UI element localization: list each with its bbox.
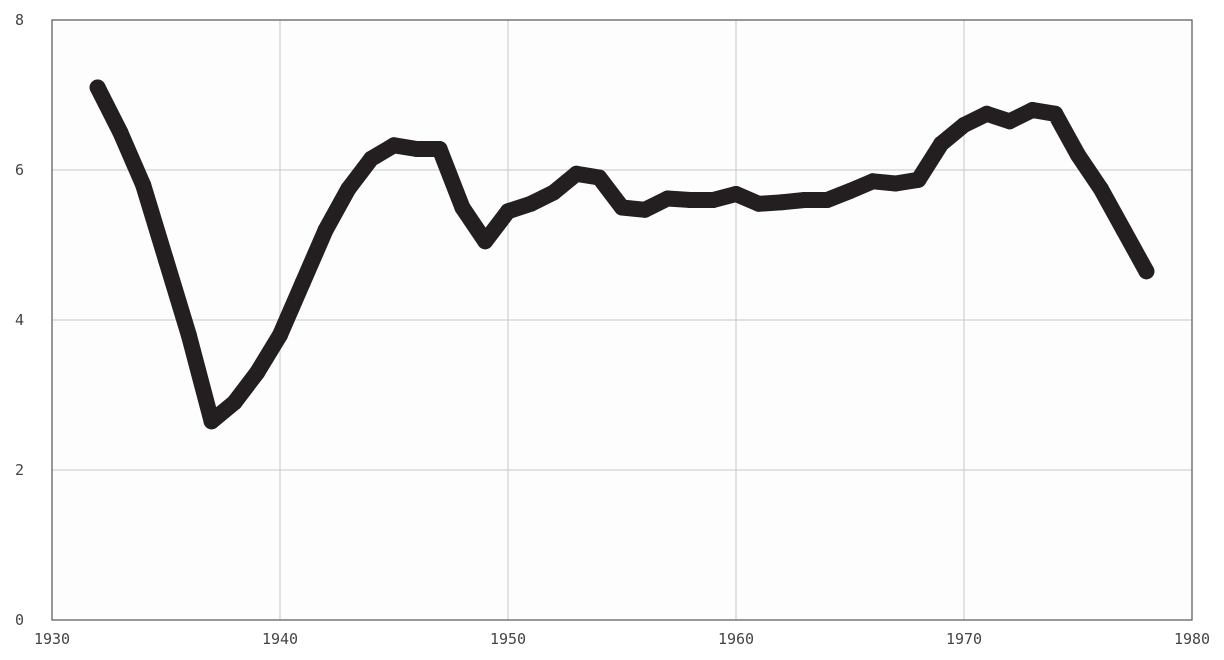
- y-tick-label: 2: [15, 461, 24, 479]
- data-point: [819, 192, 836, 208]
- data-point: [1070, 147, 1086, 163]
- x-tick-label: 1960: [718, 630, 754, 648]
- data-point: [272, 327, 288, 343]
- y-tick-label: 8: [15, 11, 24, 29]
- series-layer: [89, 79, 1155, 430]
- data-point: [158, 252, 174, 268]
- data-point: [135, 177, 152, 193]
- data-point: [408, 141, 425, 157]
- data-point: [180, 327, 197, 343]
- x-tick-label: 1940: [262, 630, 298, 648]
- x-tick-label: 1980: [1174, 630, 1210, 648]
- data-point: [249, 364, 266, 381]
- data-point: [477, 233, 494, 250]
- data-point: [796, 192, 813, 208]
- data-point: [773, 194, 790, 211]
- data-point: [933, 135, 950, 152]
- x-tick-label: 1950: [490, 630, 526, 648]
- y-tick-label: 0: [15, 611, 24, 629]
- tick-labels: 1930 1940 1950 1960 1970 1980 0 2 4 6 8: [15, 11, 1210, 648]
- data-point: [340, 180, 357, 197]
- x-tick-label: 1930: [34, 630, 70, 648]
- data-point: [887, 175, 904, 192]
- data-point: [1092, 180, 1109, 197]
- data-point: [864, 173, 881, 190]
- data-point: [682, 192, 699, 208]
- data-point: [1138, 263, 1155, 280]
- data-point: [1115, 222, 1132, 238]
- data-point: [750, 195, 767, 212]
- data-point: [705, 192, 722, 208]
- x-tick-label: 1970: [946, 630, 982, 648]
- data-point: [203, 413, 220, 430]
- data-point: [568, 165, 585, 182]
- data-point: [1047, 105, 1064, 122]
- data-point: [522, 195, 539, 212]
- data-point: [1024, 102, 1041, 118]
- data-point: [910, 171, 927, 188]
- data-point: [614, 199, 630, 216]
- y-tick-label: 6: [15, 161, 24, 179]
- data-point: [454, 199, 471, 216]
- data-point: [956, 117, 972, 133]
- data-point: [294, 274, 311, 291]
- data-point: [431, 141, 448, 157]
- data-point: [386, 137, 402, 154]
- data-point: [89, 79, 106, 96]
- data-point: [1001, 113, 1018, 130]
- data-point: [112, 124, 129, 141]
- data-point: [978, 105, 995, 122]
- data-point: [842, 183, 858, 199]
- data-point: [545, 184, 562, 201]
- data-point: [636, 201, 653, 218]
- data-point: [728, 186, 744, 202]
- data-point: [363, 150, 380, 167]
- data-point: [226, 394, 243, 411]
- data-point: [317, 222, 334, 238]
- y-tick-label: 4: [15, 311, 24, 329]
- data-point: [659, 190, 676, 207]
- data-point: [591, 169, 608, 186]
- data-point: [500, 203, 516, 220]
- plot-frame: [51, 19, 1193, 621]
